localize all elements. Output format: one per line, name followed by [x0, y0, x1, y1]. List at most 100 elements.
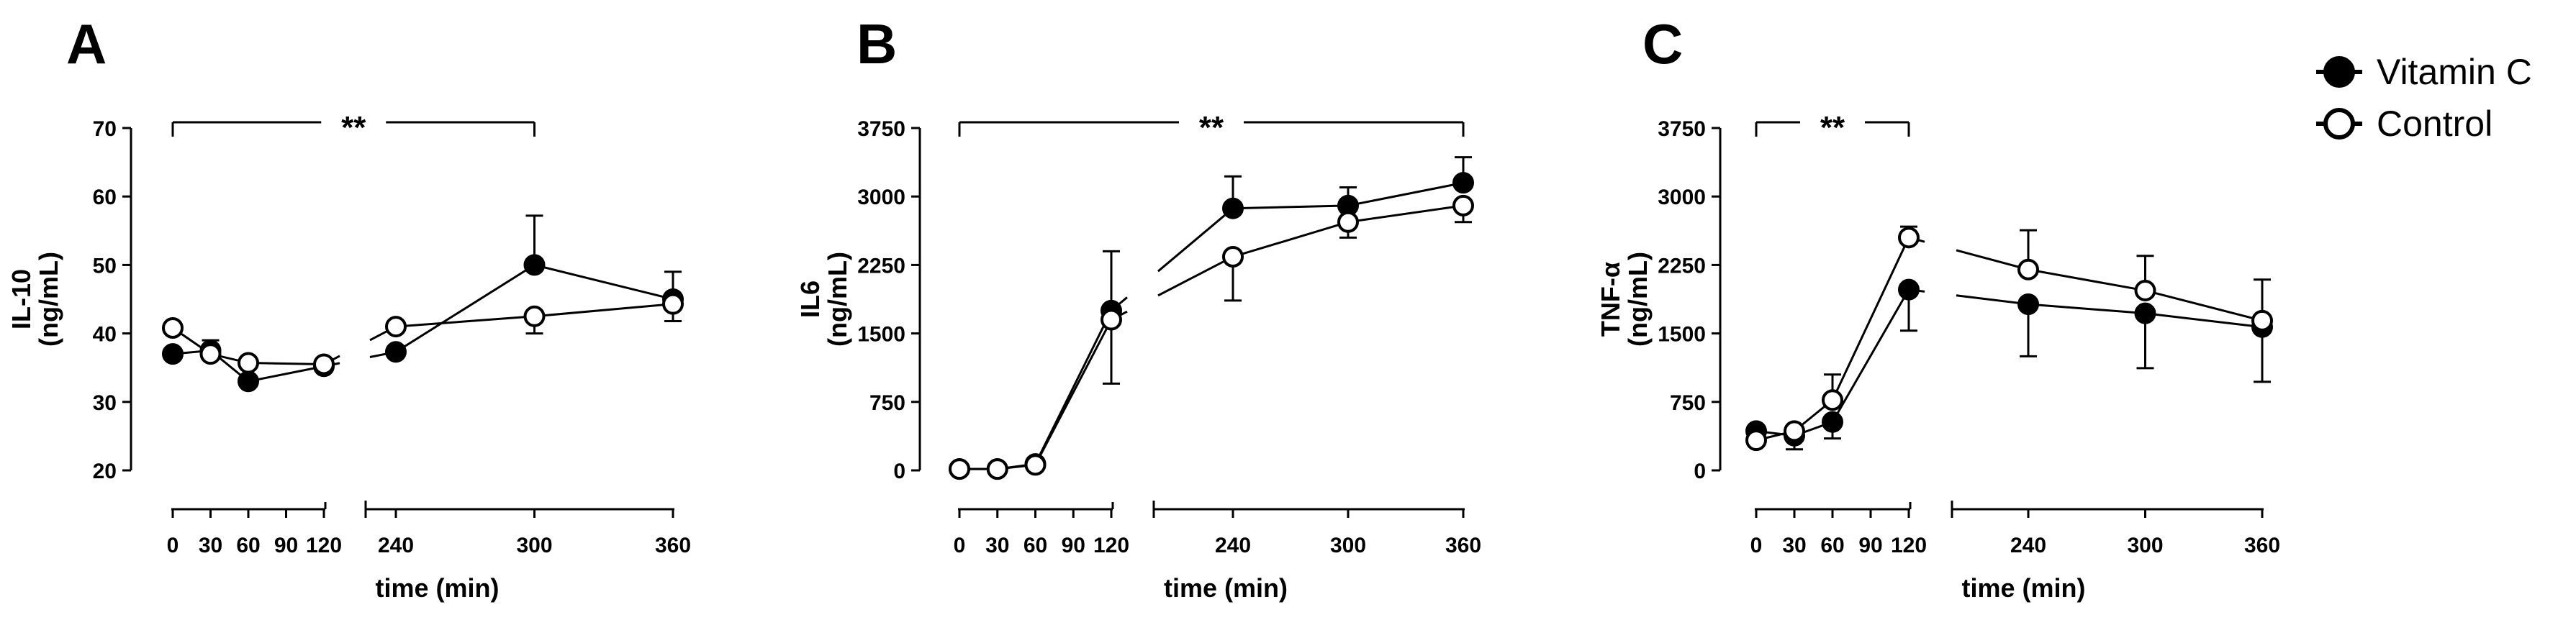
legend-marker-open	[2323, 108, 2355, 140]
data-point-control	[662, 293, 684, 315]
y-axis-title-units: (ng/mL)	[823, 252, 852, 347]
data-point-vitamin-c	[1452, 172, 1474, 194]
x-tick-label: 360	[1445, 534, 1481, 557]
y-tick-label: 70	[93, 117, 117, 141]
data-point-control	[2251, 309, 2273, 332]
y-axis-title: TNF-α	[1596, 262, 1625, 337]
series-line-control	[959, 319, 1113, 470]
data-point-control	[199, 343, 222, 365]
legend-label: Control	[2377, 104, 2493, 144]
data-point-vitamin-c	[385, 341, 407, 363]
data-point-vitamin-c	[2134, 302, 2156, 324]
x-tick-label: 30	[199, 534, 222, 557]
panel-letter: B	[857, 12, 897, 76]
y-tick-label: 50	[93, 254, 117, 278]
series-line-vitamin-c	[1755, 288, 1910, 437]
x-tick-label: 90	[1858, 534, 1882, 557]
data-point-control	[1222, 245, 1244, 268]
y-tick-label: 3000	[1658, 186, 1706, 209]
x-tick-label: 60	[1820, 534, 1844, 557]
data-point-control	[238, 352, 259, 374]
series-line-vitamin-c	[1157, 207, 1234, 273]
series-line-vitamin-c	[1956, 294, 2029, 306]
data-point-vitamin-c	[2017, 293, 2039, 315]
x-tick-label: 60	[1023, 534, 1047, 557]
data-point-vitamin-c	[1222, 197, 1244, 219]
series-line-control	[1755, 237, 1910, 442]
significance-label: **	[1820, 110, 1845, 145]
data-point-control	[2017, 258, 2039, 280]
data-point-control	[1745, 429, 1767, 452]
data-point-control	[523, 305, 546, 327]
x-tick-label: 0	[167, 534, 179, 557]
y-tick-label: 3750	[1658, 117, 1706, 141]
x-tick-label: 90	[1062, 534, 1085, 557]
x-tick-label: 240	[378, 534, 414, 557]
y-axis-title-units: (ng/mL)	[34, 252, 63, 347]
y-tick-label: 2250	[857, 254, 905, 278]
x-tick-label: 0	[954, 534, 966, 557]
data-point-vitamin-c	[1822, 411, 1843, 433]
y-tick-label: 3000	[857, 186, 905, 209]
data-point-control	[949, 458, 970, 480]
data-point-control	[385, 316, 407, 338]
data-point-control	[1024, 454, 1047, 476]
x-tick-label: 300	[2127, 534, 2163, 557]
y-tick-label: 60	[93, 186, 117, 209]
series-line-control	[1956, 249, 2029, 271]
series-line-vitamin-c	[959, 310, 1113, 470]
x-tick-label: 240	[1215, 534, 1251, 557]
data-point-control	[1101, 309, 1122, 331]
x-tick-label: 300	[1330, 534, 1366, 557]
chart-panel-c: C 0 750 1500 2250 3000 3750 TNF-α(ng/mL) 0 30 60 90…	[1596, 12, 2280, 603]
x-tick-label: 120	[1891, 534, 1927, 557]
legend-label: Vitamin C	[2377, 52, 2532, 92]
x-axis-title: time (min)	[1961, 573, 2085, 603]
x-tick-label: 120	[1093, 534, 1129, 557]
y-axis-title-units: (ng/mL)	[1623, 252, 1653, 347]
data-point-control	[1452, 194, 1474, 216]
significance-label: **	[1199, 110, 1224, 145]
y-tick-label: 1500	[1658, 323, 1706, 347]
y-tick-label: 1500	[857, 323, 905, 347]
x-tick-label: 0	[1750, 534, 1763, 557]
data-point-control	[1784, 420, 1805, 442]
data-point-vitamin-c	[1898, 278, 1920, 301]
panel-letter: A	[66, 12, 107, 76]
legend: Vitamin C Control	[2316, 52, 2532, 144]
y-tick-label: 30	[93, 391, 117, 415]
x-tick-label: 300	[516, 534, 552, 557]
y-tick-label: 3750	[857, 117, 905, 141]
y-tick-label: 750	[869, 391, 905, 415]
y-axis-title: IL6	[795, 280, 825, 318]
data-point-control	[1337, 211, 1359, 233]
data-point-control	[986, 458, 1008, 480]
data-point-control	[313, 353, 335, 375]
x-tick-label: 240	[2010, 534, 2046, 557]
x-tick-label: 60	[236, 534, 260, 557]
legend-marker-filled	[2323, 56, 2355, 88]
y-tick-label: 40	[93, 323, 117, 347]
y-tick-label: 0	[893, 460, 905, 483]
x-axis-title: time (min)	[375, 573, 499, 603]
data-point-vitamin-c	[523, 254, 546, 276]
y-tick-label: 2250	[1658, 254, 1706, 278]
significance-label: **	[341, 110, 366, 145]
x-tick-label: 120	[306, 534, 342, 557]
data-point-control	[1898, 227, 1920, 249]
x-tick-label: 30	[985, 534, 1009, 557]
y-tick-label: 750	[1670, 391, 1706, 415]
x-tick-label: 360	[655, 534, 691, 557]
data-point-control	[1822, 389, 1843, 411]
data-point-vitamin-c	[238, 370, 259, 393]
data-point-control	[162, 316, 184, 339]
series-line-control	[172, 327, 325, 365]
series-line-vitamin-c	[172, 349, 325, 383]
data-point-vitamin-c	[162, 343, 184, 365]
data-point-control	[2134, 279, 2156, 301]
y-axis-title: IL-10	[6, 269, 36, 329]
x-tick-label: 30	[1782, 534, 1806, 557]
panel-letter: C	[1642, 12, 1683, 76]
y-tick-label: 0	[1694, 460, 1706, 483]
